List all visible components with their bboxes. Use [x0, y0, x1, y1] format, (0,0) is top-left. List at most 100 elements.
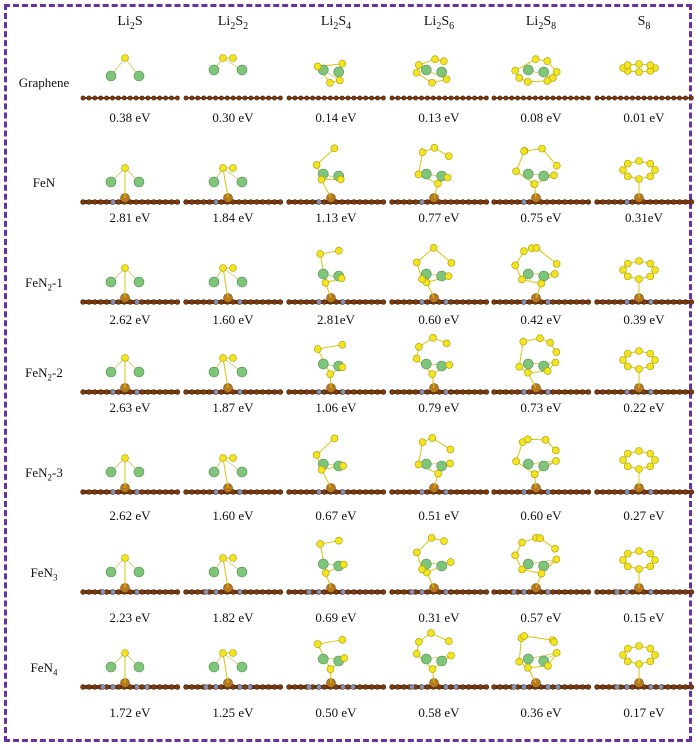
carbon-atom [260, 95, 266, 101]
carbon-atom [509, 389, 515, 395]
carbon-atom [230, 684, 236, 690]
nitrogen-atom [419, 684, 425, 690]
sulfur-atom [512, 457, 520, 466]
nitrogen-atom [247, 684, 253, 690]
carbon-atom [259, 199, 266, 205]
carbon-atom [424, 299, 431, 305]
nitrogen-atom [237, 684, 243, 690]
adsorption-structure-diagram [491, 534, 591, 595]
carbon-atom [395, 95, 401, 101]
sulfur-atom [550, 270, 559, 278]
carbon-atom [218, 489, 225, 495]
carbon-atom [629, 389, 636, 395]
carbon-atom [538, 589, 544, 595]
carbon-atom [550, 389, 556, 395]
carbon-atom [254, 684, 260, 690]
carbon-atom [175, 95, 180, 101]
adsorption-structure-diagram [80, 264, 180, 305]
carbon-atom [380, 589, 386, 595]
carbon-atom [562, 489, 568, 495]
binding-energy-label: 0.13 eV [418, 110, 460, 125]
carbon-atom [617, 389, 624, 395]
column-header: Li2S6 [394, 14, 484, 32]
nitrogen-atom [144, 684, 150, 690]
carbon-atom [670, 199, 677, 205]
carbon-atom [271, 299, 278, 305]
sulfur-atom [635, 347, 643, 355]
binding-energy-label: 0.15 eV [623, 610, 665, 625]
nitrogen-atom [443, 299, 449, 305]
carbon-atom [333, 489, 339, 495]
carbon-atom [665, 684, 671, 690]
carbon-atom [465, 199, 472, 205]
carbon-atom [556, 95, 562, 101]
carbon-atom [424, 389, 431, 395]
nitrogen-atom [648, 299, 654, 305]
lithium-atom [105, 661, 117, 673]
carbon-atom [606, 589, 612, 595]
carbon-atom [472, 95, 477, 101]
adsorption-structure-diagram [594, 642, 694, 690]
carbon-atom [491, 389, 497, 395]
sulfur-atom [336, 175, 345, 184]
carbon-atom [389, 389, 395, 395]
carbon-atom [471, 684, 478, 690]
carbon-atom [92, 684, 98, 690]
sulfur-atom [537, 569, 546, 578]
carbon-atom [139, 199, 145, 205]
carbon-atom [585, 389, 591, 395]
carbon-atom [286, 95, 292, 101]
adsorption-structure-diagram [183, 454, 283, 495]
sulfur-atom [219, 649, 227, 657]
carbon-atom [292, 589, 298, 595]
carbon-atom [594, 199, 600, 205]
carbon-atom [676, 684, 683, 690]
carbon-atom [189, 389, 195, 395]
sulfur-atom [635, 68, 643, 76]
nitrogen-atom [134, 589, 140, 595]
nitrogen-atom [443, 684, 449, 690]
binding-energy-label: 0.77 eV [418, 210, 460, 225]
carbon-atom [562, 684, 568, 690]
sulfur-atom [530, 470, 539, 478]
lithium-atom [317, 268, 329, 280]
binding-energy-label: 0.69 eV [315, 610, 357, 625]
carbon-atom [454, 299, 460, 305]
carbon-atom [514, 299, 521, 305]
sulfur-atom [646, 349, 655, 358]
carbon-atom [98, 95, 104, 101]
carbon-atom [424, 489, 431, 495]
carbon-atom [110, 95, 115, 101]
lithium-atom [420, 358, 432, 370]
binding-energy-label: 0.60 eV [520, 508, 562, 523]
adsorption-cell: 0.13 eV [389, 40, 489, 125]
carbon-atom [465, 389, 472, 395]
adsorption-structure-diagram [80, 164, 180, 205]
adsorption-structure-diagram [286, 434, 386, 495]
carbon-atom [362, 199, 369, 205]
carbon-atom [304, 95, 310, 101]
carbon-atom [321, 684, 328, 690]
carbon-atom [389, 589, 395, 595]
carbon-atom [254, 95, 260, 101]
carbon-atom [573, 389, 580, 395]
carbon-atom [98, 199, 104, 205]
nitrogen-atom [443, 389, 449, 395]
sulfur-atom [445, 361, 454, 369]
carbon-atom [448, 389, 454, 395]
binding-energy-label: 0.42 eV [520, 312, 562, 327]
lithium-atom [105, 276, 117, 288]
sulfur-atom [121, 649, 129, 657]
carbon-atom [362, 389, 369, 395]
carbon-atom [574, 95, 579, 101]
lithium-atom [538, 560, 550, 572]
carbon-atom [254, 199, 260, 205]
carbon-atom [389, 299, 395, 305]
nitrogen-atom [340, 299, 346, 305]
carbon-atom [139, 95, 145, 101]
sulfur-atom [635, 660, 643, 668]
carbon-atom [304, 299, 310, 305]
carbon-atom [600, 199, 606, 205]
carbon-atom [436, 389, 442, 395]
carbon-atom [278, 95, 283, 101]
